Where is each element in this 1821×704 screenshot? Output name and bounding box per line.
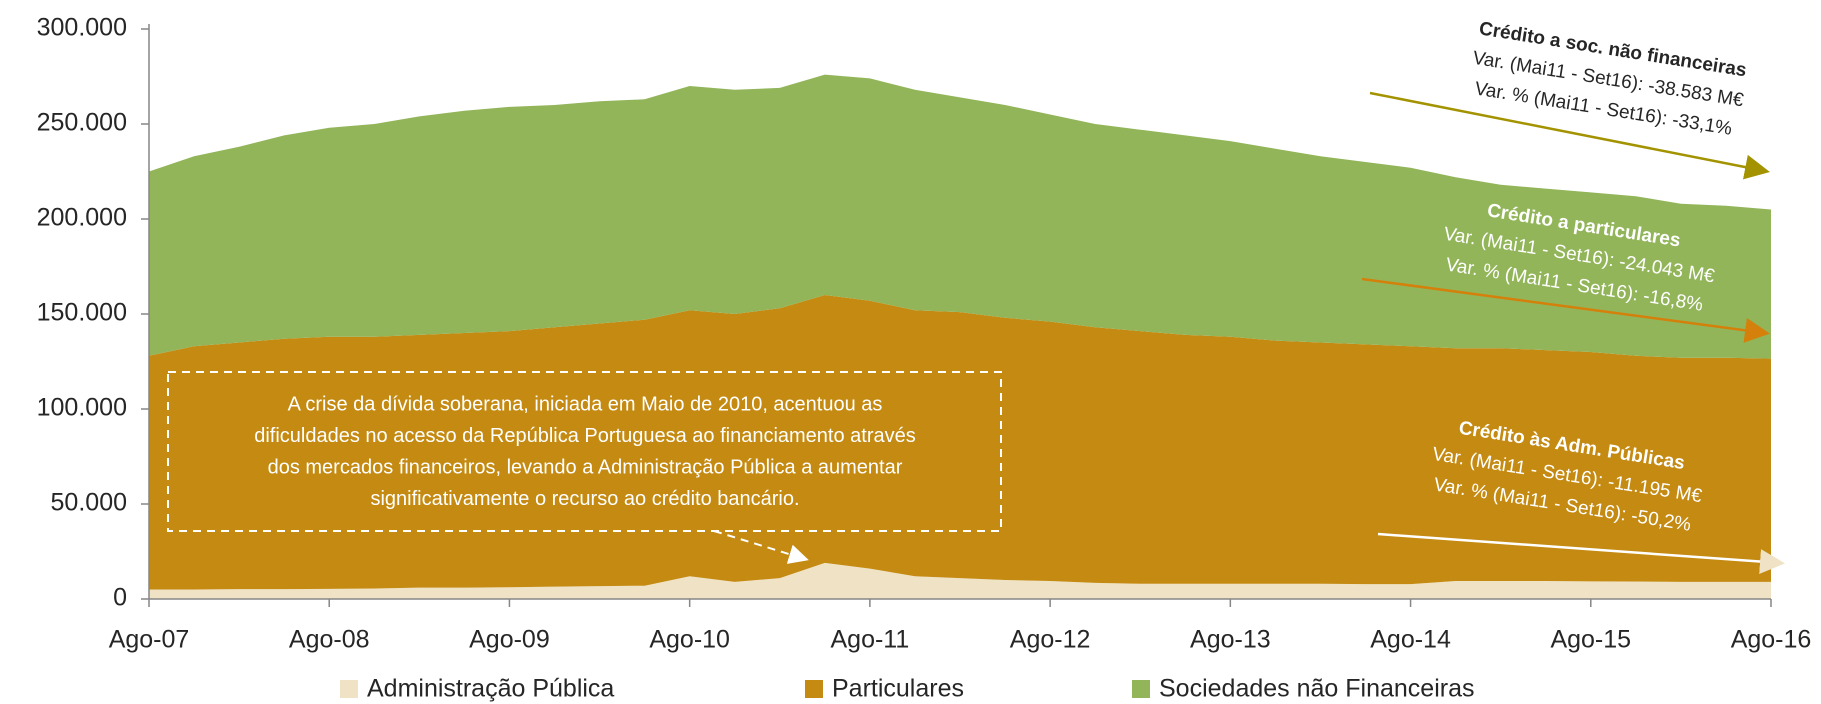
legend-label: Sociedades não Financeiras — [1159, 675, 1474, 703]
x-tick-label: Ago-07 — [109, 626, 190, 654]
annotation-arrow — [1361, 277, 1770, 343]
area — [149, 295, 1771, 590]
legend-swatch — [340, 680, 358, 698]
legend-label: Administração Pública — [367, 675, 614, 703]
y-tick-label: 300.000 — [37, 14, 127, 42]
note-text: significativamente o recurso ao crédito … — [370, 488, 799, 510]
y-tick-label: 0 — [113, 584, 127, 612]
legend-swatch — [805, 680, 823, 698]
note-box — [167, 371, 1002, 532]
y-tick-label: 100.000 — [37, 394, 127, 422]
area — [149, 562, 1771, 599]
y-tick-label: 200.000 — [37, 204, 127, 232]
x-tick-label: Ago-08 — [289, 626, 370, 654]
x-tick-label: Ago-16 — [1731, 626, 1812, 654]
y-tick-label: 50.000 — [51, 489, 127, 517]
x-tick-label: Ago-13 — [1190, 626, 1271, 654]
area — [149, 74, 1771, 359]
x-tick-label: Ago-10 — [649, 626, 730, 654]
y-tick-label: 150.000 — [37, 299, 127, 327]
annotation-arrow — [1369, 91, 1770, 180]
x-tick-label: Ago-11 — [831, 626, 910, 654]
y-tick-label: 250.000 — [37, 109, 127, 137]
x-tick-label: Ago-12 — [1010, 626, 1091, 654]
areas — [149, 74, 1771, 599]
axes — [141, 24, 1772, 607]
note-text: dificuldades no acesso da República Port… — [254, 425, 916, 447]
legend-swatch — [1132, 680, 1150, 698]
note-text: dos mercados financeiros, levando a Admi… — [268, 456, 903, 478]
legend-label: Particulares — [832, 675, 964, 703]
x-tick-label: Ago-09 — [469, 626, 550, 654]
x-tick-label: Ago-14 — [1370, 626, 1451, 654]
note-arrow — [713, 530, 809, 564]
x-tick-label: Ago-15 — [1550, 626, 1631, 654]
annotation-arrow — [1377, 532, 1785, 575]
note-text: A crise da dívida soberana, iniciada em … — [288, 393, 883, 415]
